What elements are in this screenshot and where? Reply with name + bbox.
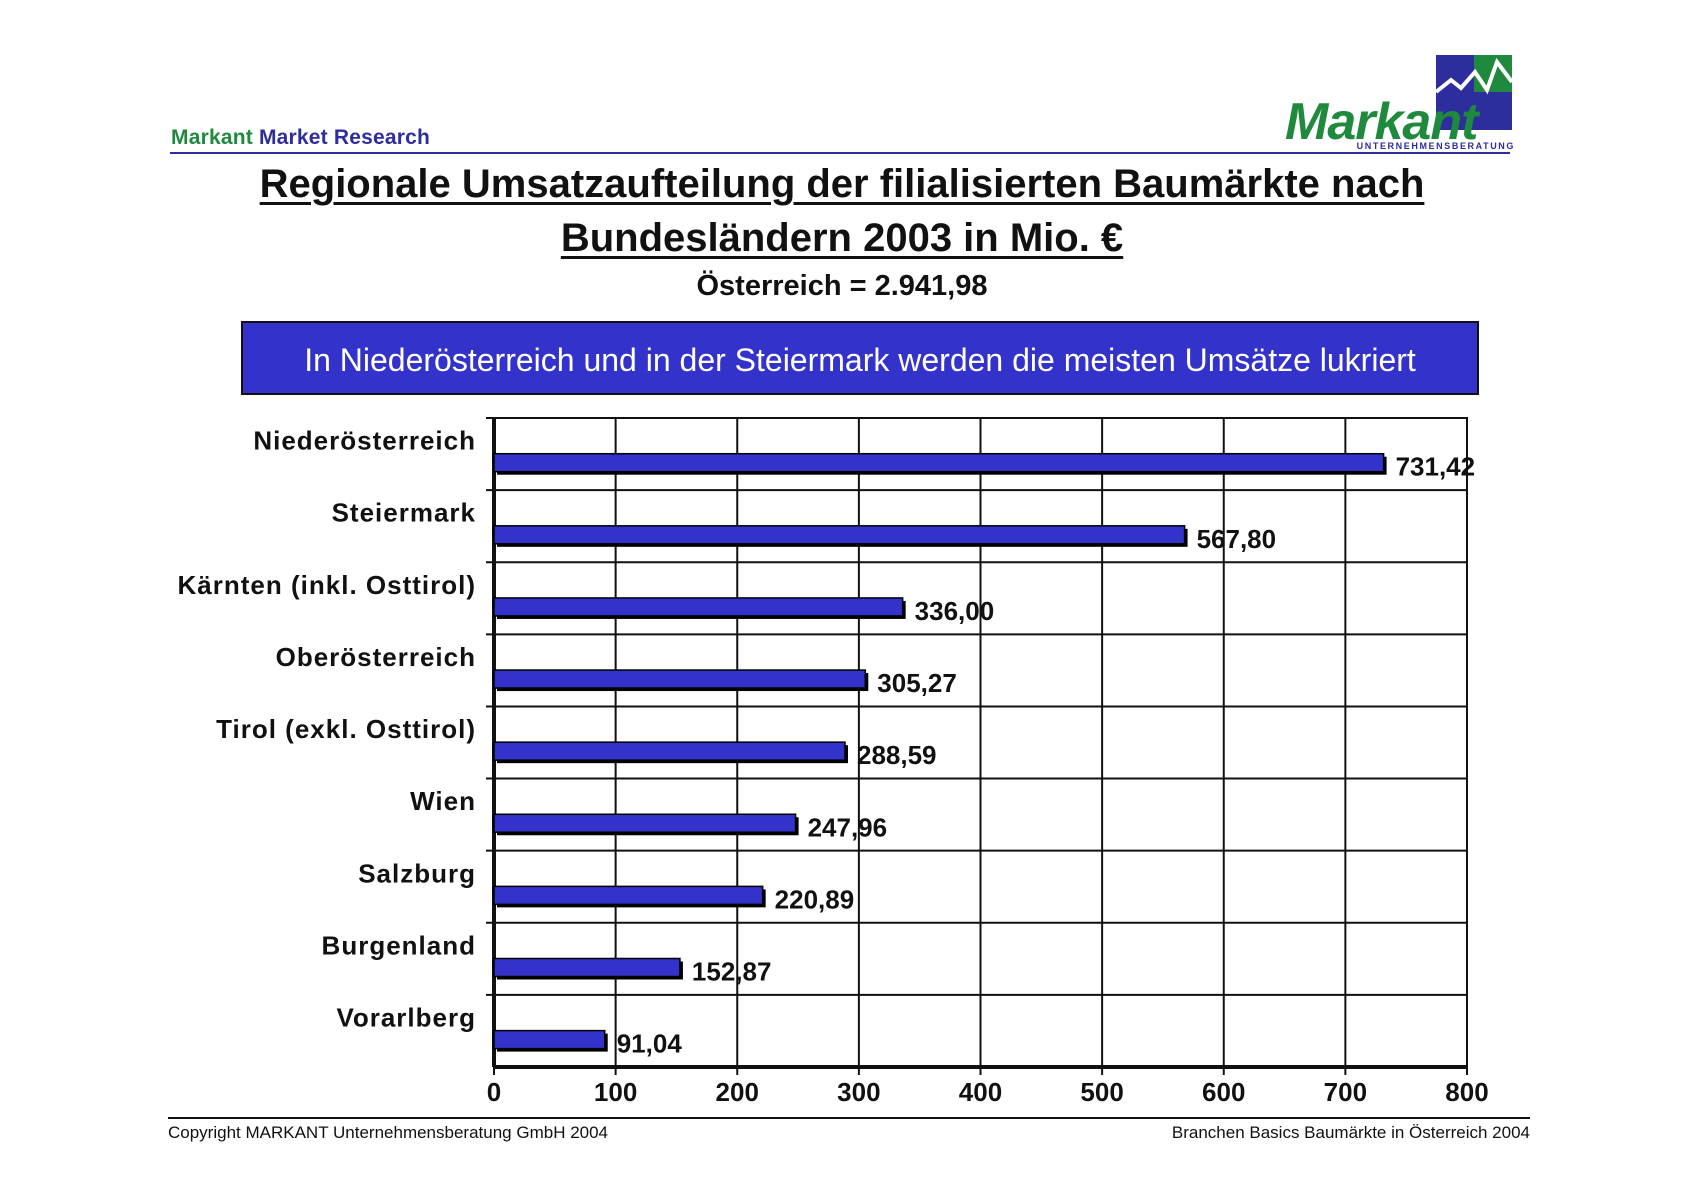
brand-name: Markant [171,126,253,149]
logo-wordmark: Markant [1285,93,1478,151]
bar [493,1029,606,1050]
x-tick-label: 400 [959,1077,1002,1107]
category-label: Burgenland [322,930,476,960]
bar [493,885,764,906]
bar [493,452,1385,473]
category-label: Kärnten (inkl. Osttirol) [178,570,476,600]
data-label: 220,89 [775,884,855,914]
x-tick-label: 500 [1080,1077,1123,1107]
key-message-banner: In Niederösterreich und in der Steiermar… [241,321,1479,395]
page-subtitle: Österreich = 2.941,98 [696,270,988,302]
category-label: Oberösterreich [276,642,476,672]
x-tick-label: 200 [716,1077,759,1107]
bar [493,525,1186,545]
category-label: Wien [410,786,476,816]
data-label: 336,00 [915,596,995,626]
data-label: 288,59 [857,740,937,770]
brand-text: Markant Market Research [171,126,430,150]
brand-suffix: Market Research [252,126,431,149]
x-tick-label: 700 [1324,1077,1367,1107]
category-label: Tirol (exkl. Osttirol) [216,714,476,744]
category-label: Steiermark [332,498,476,528]
category-label: Niederösterreich [253,426,476,456]
x-tick-label: 800 [1445,1077,1488,1107]
bar [493,597,904,617]
x-tick-label: 600 [1202,1077,1245,1107]
x-tick-label: 0 [487,1077,501,1107]
header-divider [170,152,1510,154]
data-label: 567,80 [1197,524,1277,554]
logo-tagline: UNTERNEHMENSBERATUNG [1356,141,1515,151]
data-label: 247,96 [808,812,888,842]
logo-chart-icon [1434,55,1514,130]
data-label: 305,27 [877,668,957,698]
footer-divider [168,1117,1530,1119]
x-tick-label: 100 [594,1077,637,1107]
bar [493,741,846,761]
x-tick-label: 300 [837,1077,880,1107]
bar [493,957,681,978]
bar [493,669,867,689]
data-label: 152,87 [692,956,772,986]
page-title-line-2: Bundesländern 2003 in Mio. € [560,216,1124,260]
footer-source: Branchen Basics Baumärkte in Österreich … [1171,1123,1530,1142]
bar [493,813,797,834]
markant-logo: Markant UNTERNEHMENSBERATUNG [1285,52,1515,155]
category-label: Salzburg [358,858,476,888]
category-label: Vorarlberg [336,1003,476,1033]
footer-copyright: Copyright MARKANT Unternehmensberatung G… [168,1123,609,1142]
page-title-line-1: Regionale Umsatzaufteilung der filialisi… [259,162,1425,206]
data-label: 91,04 [617,1029,683,1059]
data-label: 731,42 [1396,452,1476,482]
